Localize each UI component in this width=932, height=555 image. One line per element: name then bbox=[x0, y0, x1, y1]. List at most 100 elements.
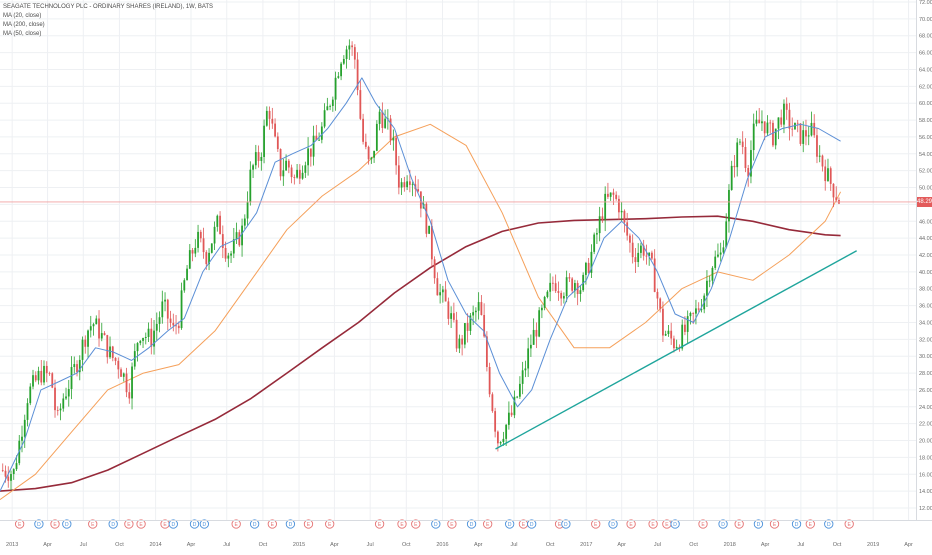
earnings-marker[interactable]: E bbox=[483, 519, 493, 529]
earnings-marker[interactable]: E bbox=[136, 519, 146, 529]
dividend-marker[interactable]: D bbox=[670, 519, 680, 529]
earnings-marker[interactable]: E bbox=[805, 519, 815, 529]
earnings-marker[interactable]: E bbox=[626, 519, 636, 529]
dividend-marker[interactable]: D bbox=[168, 519, 178, 529]
dividend-marker[interactable]: D bbox=[561, 519, 571, 529]
earnings-circle-icon[interactable] bbox=[231, 519, 241, 529]
dividend-circle-icon[interactable] bbox=[108, 519, 118, 529]
candle-body bbox=[230, 253, 232, 256]
dividend-circle-icon[interactable] bbox=[285, 519, 296, 529]
dividend-circle-icon[interactable] bbox=[527, 519, 537, 529]
dividend-marker[interactable]: D bbox=[718, 519, 728, 529]
earnings-circle-icon[interactable] bbox=[411, 519, 421, 529]
earnings-marker[interactable]: E bbox=[397, 519, 407, 529]
candle-body bbox=[563, 296, 565, 299]
dividend-marker[interactable]: D bbox=[108, 519, 118, 529]
y-tick-label: 28.00 bbox=[919, 371, 932, 377]
dividend-marker[interactable]: D bbox=[285, 519, 296, 529]
earnings-circle-icon[interactable] bbox=[136, 519, 146, 529]
earnings-glyph-icon: E bbox=[848, 522, 852, 528]
dividend-marker[interactable]: D bbox=[34, 519, 44, 529]
earnings-marker[interactable]: E bbox=[124, 519, 134, 529]
earnings-marker[interactable]: E bbox=[844, 519, 854, 529]
earnings-marker[interactable]: E bbox=[734, 519, 744, 529]
dividend-marker[interactable]: D bbox=[791, 519, 802, 529]
earnings-circle-icon[interactable] bbox=[267, 519, 277, 529]
earnings-circle-icon[interactable] bbox=[591, 519, 601, 529]
earnings-marker[interactable]: E bbox=[303, 519, 314, 529]
earnings-marker[interactable]: E bbox=[518, 519, 529, 529]
earnings-marker[interactable]: E bbox=[325, 519, 335, 529]
earnings-circle-icon[interactable] bbox=[769, 519, 780, 529]
earnings-circle-icon[interactable] bbox=[50, 519, 60, 529]
earnings-circle-icon[interactable] bbox=[626, 519, 636, 529]
earnings-marker[interactable]: E bbox=[231, 519, 241, 529]
dividend-circle-icon[interactable] bbox=[62, 519, 72, 529]
earnings-marker[interactable]: E bbox=[591, 519, 601, 529]
earnings-circle-icon[interactable] bbox=[805, 519, 815, 529]
earnings-marker[interactable]: E bbox=[160, 519, 170, 529]
dividend-marker[interactable]: D bbox=[189, 519, 200, 529]
earnings-circle-icon[interactable] bbox=[698, 519, 708, 529]
earnings-circle-icon[interactable] bbox=[14, 519, 25, 529]
earnings-marker[interactable]: E bbox=[698, 519, 708, 529]
earnings-marker[interactable]: E bbox=[769, 519, 780, 529]
earnings-circle-icon[interactable] bbox=[483, 519, 493, 529]
earnings-marker[interactable]: E bbox=[662, 519, 672, 529]
dividend-circle-icon[interactable] bbox=[791, 519, 802, 529]
dividend-circle-icon[interactable] bbox=[670, 519, 680, 529]
legend-ma200[interactable]: MA (200, close) bbox=[3, 22, 45, 28]
dividend-marker[interactable]: D bbox=[62, 519, 72, 529]
y-axis[interactable]: 72.00 70.00 68.00 66.00 64.00 62.00 60.00 58.00… bbox=[916, 0, 932, 550]
dividend-marker[interactable]: D bbox=[527, 519, 537, 529]
dividend-circle-icon[interactable] bbox=[199, 519, 209, 529]
dividend-marker[interactable]: D bbox=[431, 519, 441, 529]
dividend-marker[interactable]: D bbox=[608, 519, 618, 529]
earnings-marker[interactable]: E bbox=[374, 519, 385, 529]
dividend-marker[interactable]: D bbox=[249, 519, 260, 529]
earnings-circle-icon[interactable] bbox=[325, 519, 335, 529]
dividend-marker[interactable]: D bbox=[753, 519, 764, 529]
dividend-marker[interactable]: D bbox=[824, 519, 834, 529]
trendline-group[interactable] bbox=[495, 250, 857, 450]
dividend-circle-icon[interactable] bbox=[608, 519, 618, 529]
dividend-circle-icon[interactable] bbox=[466, 519, 477, 529]
earnings-circle-icon[interactable] bbox=[734, 519, 744, 529]
earnings-circle-icon[interactable] bbox=[447, 519, 457, 529]
dividend-marker[interactable]: D bbox=[505, 519, 515, 529]
earnings-circle-icon[interactable] bbox=[648, 519, 658, 529]
earnings-circle-icon[interactable] bbox=[124, 519, 134, 529]
earnings-marker[interactable]: E bbox=[267, 519, 277, 529]
earnings-marker[interactable]: E bbox=[50, 519, 60, 529]
support-trendline[interactable] bbox=[495, 250, 857, 450]
earnings-circle-icon[interactable] bbox=[844, 519, 854, 529]
earnings-circle-icon[interactable] bbox=[374, 519, 385, 529]
dividend-circle-icon[interactable] bbox=[824, 519, 834, 529]
legend-ma50[interactable]: MA (50, close) bbox=[3, 31, 42, 37]
earnings-circle-icon[interactable] bbox=[88, 519, 98, 529]
dividend-circle-icon[interactable] bbox=[168, 519, 178, 529]
earnings-marker[interactable]: E bbox=[411, 519, 421, 529]
dividend-circle-icon[interactable] bbox=[431, 519, 441, 529]
earnings-circle-icon[interactable] bbox=[397, 519, 407, 529]
dividend-circle-icon[interactable] bbox=[505, 519, 515, 529]
dividend-circle-icon[interactable] bbox=[34, 519, 44, 529]
earnings-marker[interactable]: E bbox=[14, 519, 25, 529]
dividend-marker[interactable]: D bbox=[199, 519, 209, 529]
earnings-circle-icon[interactable] bbox=[303, 519, 314, 529]
dividend-marker[interactable]: D bbox=[466, 519, 477, 529]
dividend-circle-icon[interactable] bbox=[753, 519, 764, 529]
legend-ma20[interactable]: MA (20, close) bbox=[3, 13, 42, 19]
earnings-marker[interactable]: E bbox=[88, 519, 98, 529]
dividend-circle-icon[interactable] bbox=[561, 519, 571, 529]
earnings-marker[interactable]: E bbox=[447, 519, 457, 529]
earnings-marker[interactable]: E bbox=[648, 519, 658, 529]
dividend-circle-icon[interactable] bbox=[718, 519, 728, 529]
y-axis-panel[interactable] bbox=[916, 0, 932, 550]
dividend-circle-icon[interactable] bbox=[249, 519, 260, 529]
x-axis[interactable]: 2013 Apr Jul Oct 2014 Apr Jul Oct 2015 Apr Jul Oct 2… bbox=[0, 520, 932, 549]
dividend-circle-icon[interactable] bbox=[189, 519, 200, 529]
